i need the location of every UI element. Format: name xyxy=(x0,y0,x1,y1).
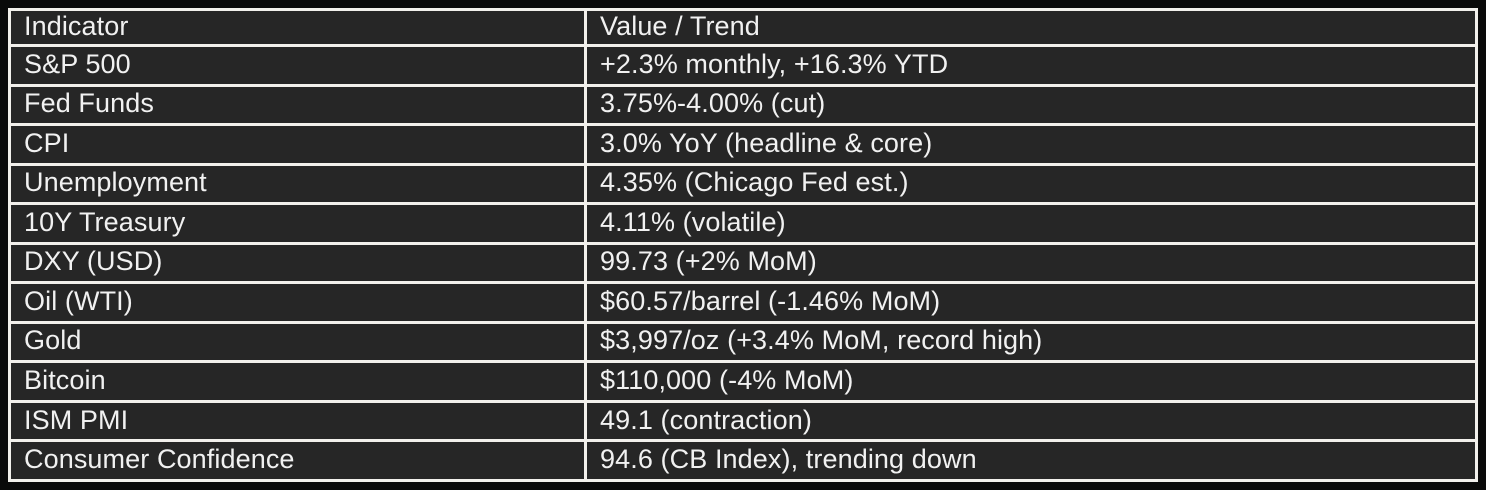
table-row: CPI 3.0% YoY (headline & core) xyxy=(8,123,1478,166)
indicator-cell: Gold xyxy=(8,320,587,364)
table-row: Bitcoin $110,000 (-4% MoM) xyxy=(8,360,1478,403)
column-header-indicator: Indicator xyxy=(8,8,587,47)
header-row: Indicator Value / Trend xyxy=(8,8,1478,47)
indicator-cell: ISM PMI xyxy=(8,399,587,443)
indicator-cell: Consumer Confidence xyxy=(8,439,587,482)
table-body: S&P 500 +2.3% monthly, +16.3% YTD Fed Fund… xyxy=(8,44,1478,482)
value-trend-cell: 3.75%-4.00% (cut) xyxy=(584,83,1478,127)
table-row: ISM PMI 49.1 (contraction) xyxy=(8,399,1478,443)
indicator-cell: S&P 500 xyxy=(8,44,587,87)
table-row: S&P 500 +2.3% monthly, +16.3% YTD xyxy=(8,44,1478,87)
indicator-cell: DXY (USD) xyxy=(8,241,587,285)
column-header-value-trend: Value / Trend xyxy=(584,8,1478,47)
table-row: Gold $3,997/oz (+3.4% MoM, record high) xyxy=(8,320,1478,364)
value-trend-cell: 49.1 (contraction) xyxy=(584,399,1478,443)
value-trend-cell: 3.0% YoY (headline & core) xyxy=(584,123,1478,166)
indicator-cell: Fed Funds xyxy=(8,83,587,127)
value-trend-cell: $110,000 (-4% MoM) xyxy=(584,360,1478,403)
table-row: Unemployment 4.35% (Chicago Fed est.) xyxy=(8,162,1478,206)
indicators-table: Indicator Value / Trend S&P 500 +2.3% mon… xyxy=(8,8,1478,482)
table-row: DXY (USD) 99.73 (+2% MoM) xyxy=(8,241,1478,285)
value-trend-cell: 4.11% (volatile) xyxy=(584,202,1478,245)
value-trend-cell: 4.35% (Chicago Fed est.) xyxy=(584,162,1478,206)
indicator-cell: Unemployment xyxy=(8,162,587,206)
value-trend-cell: 99.73 (+2% MoM) xyxy=(584,241,1478,285)
indicator-cell: Bitcoin xyxy=(8,360,587,403)
value-trend-cell: $60.57/barrel (-1.46% MoM) xyxy=(584,281,1478,324)
table-row: Consumer Confidence 94.6 (CB Index), tren… xyxy=(8,439,1478,482)
value-trend-cell: +2.3% monthly, +16.3% YTD xyxy=(584,44,1478,87)
indicator-cell: CPI xyxy=(8,123,587,166)
table-row: 10Y Treasury 4.11% (volatile) xyxy=(8,202,1478,245)
indicator-cell: Oil (WTI) xyxy=(8,281,587,324)
value-trend-cell: $3,997/oz (+3.4% MoM, record high) xyxy=(584,320,1478,364)
indicator-cell: 10Y Treasury xyxy=(8,202,587,245)
table-row: Fed Funds 3.75%-4.00% (cut) xyxy=(8,83,1478,127)
value-trend-cell: 94.6 (CB Index), trending down xyxy=(584,439,1478,482)
table-row: Oil (WTI) $60.57/barrel (-1.46% MoM) xyxy=(8,281,1478,324)
